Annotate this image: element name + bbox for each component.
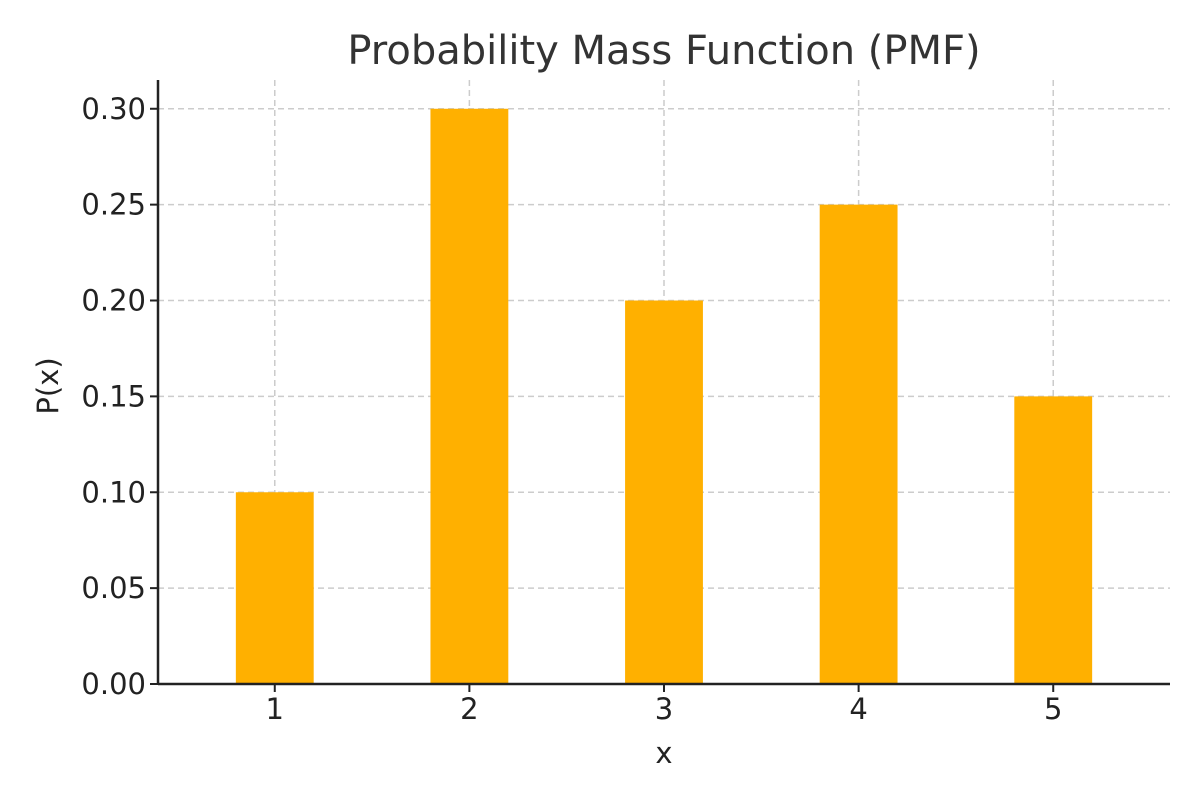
y-axis-label: P(x)	[31, 357, 65, 414]
y-tick-label: 0.00	[81, 667, 146, 701]
x-tick-label: 5	[1044, 692, 1062, 726]
x-tick-label: 2	[460, 692, 478, 726]
x-tick-label: 4	[849, 692, 867, 726]
y-tick-label: 0.10	[81, 475, 146, 509]
x-axis-label: x	[655, 736, 672, 770]
bar-x-4	[819, 204, 898, 684]
bar-x-1	[235, 492, 314, 684]
y-tick-label: 0.15	[81, 379, 146, 413]
y-tick-label: 0.05	[81, 571, 146, 605]
y-tick-label: 0.30	[81, 92, 146, 126]
x-tick-label: 1	[266, 692, 284, 726]
bar-x-5	[1014, 396, 1093, 684]
bar-x-2	[430, 108, 509, 684]
y-tick-label: 0.20	[81, 284, 146, 318]
bars	[235, 108, 1093, 684]
x-tick-label: 3	[655, 692, 673, 726]
bar-x-3	[625, 300, 703, 684]
y-ticks: 0.00 0.05 0.10 0.15 0.20 0.25 0.30	[81, 92, 158, 701]
chart-title: Probability Mass Function (PMF)	[347, 28, 980, 74]
y-tick-label: 0.25	[81, 188, 146, 222]
x-ticks: 1 2 3 4 5	[266, 684, 1062, 726]
